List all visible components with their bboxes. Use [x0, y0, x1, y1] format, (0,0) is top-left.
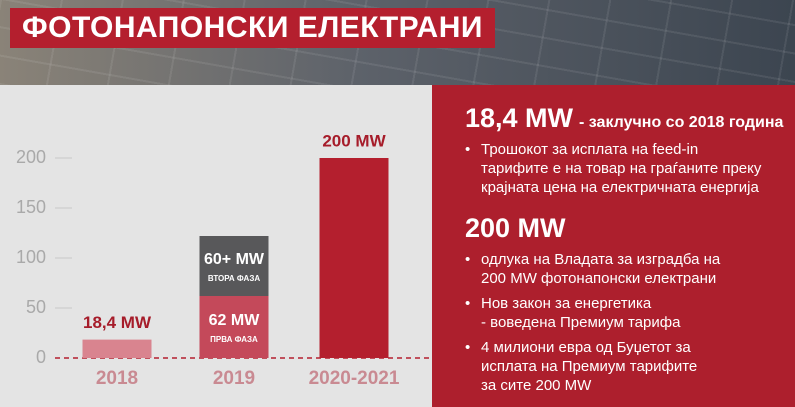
value-label: 18,4 MW [83, 313, 152, 332]
info-panel: 18,4 MW - заклучно со 2018 година Трошокот… [432, 85, 795, 407]
value-label: 62 MW [209, 312, 261, 329]
section: 18,4 MW - заклучно со 2018 година Трошокот… [465, 103, 783, 197]
heading-suffix: - заклучно со 2018 година [579, 114, 784, 131]
bullet-line: Трошокот за исплата на feed-in [481, 141, 699, 158]
value-label: 200 MW [322, 131, 386, 150]
bullet: 4 милиони евра од Буџетот за исплата на П… [465, 338, 720, 395]
bullet-line: исплата на Премиум тарифите [481, 358, 698, 375]
heading-text: 200 MW [465, 213, 566, 243]
bullet: одлука на Владата за изградба на 200 MW ф… [465, 250, 720, 288]
bullet-line: крајната цена на електричната енергија [481, 179, 759, 196]
bullet-line: за сите 200 MW [481, 377, 592, 394]
value-label: 60+ MW [204, 251, 265, 268]
y-tick-label: 50 [26, 297, 46, 317]
bullet: Нов закон за енергетика - воведена Премиу… [465, 294, 720, 332]
bar-segment [199, 296, 269, 358]
bar-segment [82, 339, 152, 358]
bullet: Трошокот за исплата на feed-in тарифите е… [465, 140, 783, 197]
bullet-line: 200 MW фотонапонски електрани [481, 270, 717, 287]
y-tick-label: 150 [16, 197, 46, 217]
bullet-line: одлука на Владата за изградба на [481, 251, 721, 268]
bullet-line: 4 милиони евра од Буџетот за [481, 339, 691, 356]
y-tick-label: 0 [36, 347, 46, 367]
x-tick-label: 2018 [96, 368, 138, 389]
y-tick-label: 100 [16, 247, 46, 267]
heading-text: 18,4 MW [465, 103, 574, 133]
segment-name: ВТОРА ФАЗА [208, 274, 260, 283]
segment-name: ПРВА ФАЗА [210, 335, 258, 344]
y-tick-label: 200 [16, 147, 46, 167]
section-heading: 200 MW [465, 213, 720, 244]
x-tick-label: 2020-2021 [309, 368, 400, 389]
chart-title: ФОТОНАПОНСКИ ЕЛЕКТРАНИ [10, 8, 495, 48]
bar-segment [199, 236, 269, 296]
x-tick-label: 2019 [213, 368, 255, 389]
bar-segment [319, 158, 389, 358]
chart: 0 50 100 150 200 2018 18,4 MW 2019 62 MW ПРВА ФАЗ… [16, 131, 430, 389]
section-heading: 18,4 MW - заклучно со 2018 година [465, 103, 783, 134]
section: 200 MW одлука на Владата за изградба на 20… [465, 213, 720, 395]
bullet-line: Нов закон за енергетика [481, 295, 652, 312]
bullet-line: - воведена Премиум тарифа [481, 314, 681, 331]
bullet-line: тарифите е на товар на граѓаните преку [481, 160, 762, 177]
